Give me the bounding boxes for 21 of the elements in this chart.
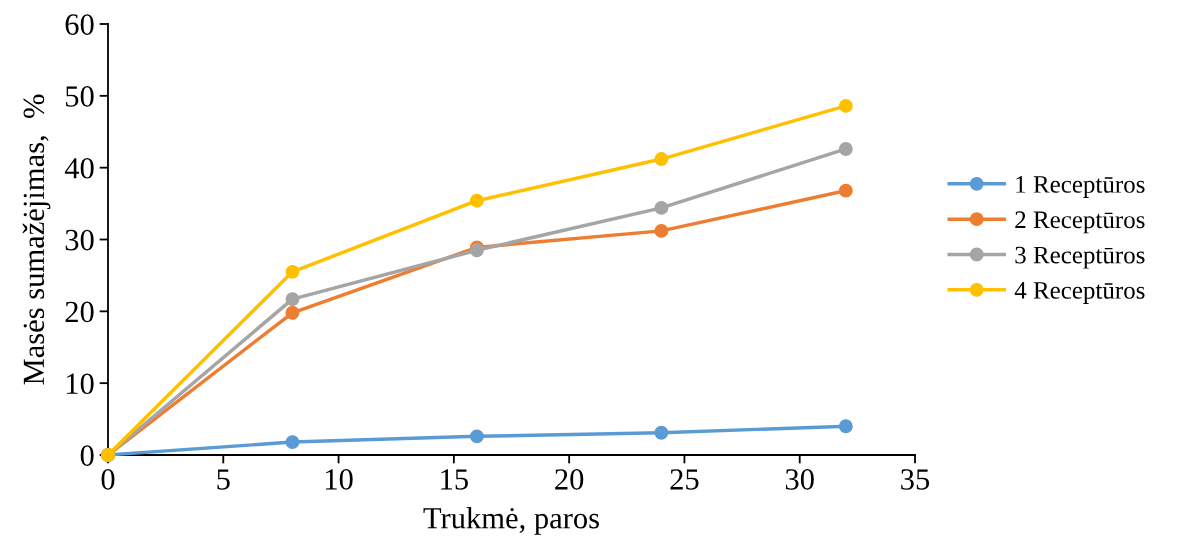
x-tick-label: 15 (441, 469, 468, 490)
y-tick-label: 0 (80, 445, 94, 466)
x-axis-title: Trukmė, paros (423, 507, 599, 535)
legend-label: 4 Receptūros (1014, 282, 1145, 304)
y-axis-title: Masės sumažėjimas, % (22, 94, 51, 385)
x-tick-label: 20 (555, 469, 584, 490)
y-tick-label: 60 (65, 14, 94, 35)
legend-label: 2 Receptūros (1015, 211, 1145, 234)
legend-label: 3 Receptūros (1015, 246, 1145, 269)
x-tick-label: 25 (670, 469, 699, 490)
legend-label: 1 Receptūros (1016, 176, 1145, 198)
x-tick-label: 35 (901, 469, 930, 490)
y-tick-label: 50 (66, 86, 94, 107)
y-tick-label: 20 (65, 301, 94, 323)
x-tick-label: 5 (217, 469, 230, 490)
x-tick-label: 10 (325, 469, 353, 490)
x-tick-label: 30 (785, 469, 814, 490)
x-tick-label: 0 (101, 469, 115, 490)
y-tick-label: 40 (64, 157, 94, 179)
y-tick-label: 30 (65, 229, 94, 251)
y-tick-label: 10 (66, 373, 94, 395)
